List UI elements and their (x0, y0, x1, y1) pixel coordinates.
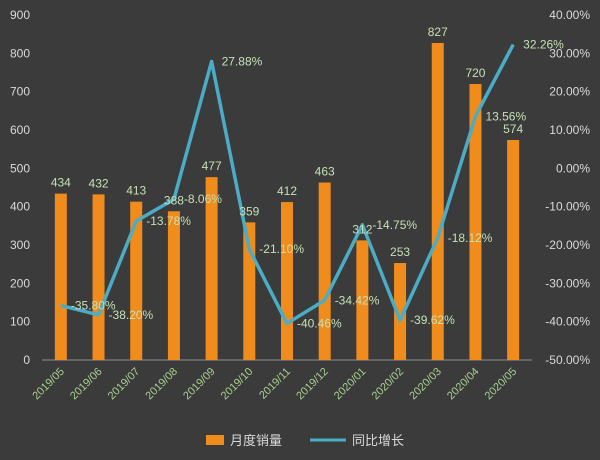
line-point (437, 237, 439, 239)
right-tick-label: -10.00% (545, 200, 590, 214)
right-tick-label: 40.00% (549, 8, 590, 22)
right-tick-label: -20.00% (545, 238, 590, 252)
left-tick-label: 100 (10, 315, 30, 329)
bar (469, 84, 482, 360)
line-point (324, 299, 326, 301)
left-tick-label: 200 (10, 276, 30, 290)
left-tick-label: 0 (23, 353, 30, 367)
line-point (248, 248, 250, 250)
left-tick-label: 300 (10, 238, 30, 252)
line-point (399, 319, 401, 321)
right-tick-label: 30.00% (549, 46, 590, 60)
bar-value-label: 312 (352, 222, 372, 236)
line-value-label: -39.62% (410, 313, 455, 327)
line-point (474, 115, 476, 117)
line-data-labels: -35.80%-38.20% -13.78% -8.06% 27.88% -21.10%… (71, 38, 564, 331)
line-value-label: -8.06% (184, 192, 222, 206)
bar-value-label: 388 (164, 193, 184, 207)
bar (318, 182, 331, 360)
bar (130, 201, 143, 360)
left-tick-label: 800 (10, 46, 30, 60)
legend-label-line: 同比增长 (352, 434, 404, 449)
line-point (211, 60, 213, 62)
left-tick-label: 400 (10, 200, 30, 214)
right-tick-label: 10.00% (549, 123, 590, 137)
line-point (98, 314, 100, 316)
bar-value-label: 359 (239, 204, 259, 218)
left-tick-label: 900 (10, 8, 30, 22)
bar (281, 202, 293, 360)
bar-value-label: 253 (390, 245, 410, 259)
right-tick-label: 0.00% (556, 161, 590, 175)
right-tick-label: -40.00% (545, 315, 590, 329)
x-tick-label: 2019/06 (68, 366, 105, 403)
line-value-label: 13.56% (485, 109, 526, 123)
x-tick-label: 2019/08 (143, 366, 180, 403)
right-tick-label: -30.00% (545, 276, 590, 290)
legend: 月度销量 同比增长 (206, 433, 404, 449)
bar-data-labels: 434 432 413 388 477 359 412 463 312 253 827 720 574 (51, 25, 524, 259)
left-tick-label: 600 (10, 123, 30, 137)
x-tick-label: 2020/04 (445, 366, 482, 403)
line-point (286, 322, 288, 324)
x-tick-label: 2019/05 (30, 366, 67, 403)
x-tick-label: 2020/03 (407, 366, 444, 403)
line-value-label: -21.10% (259, 242, 304, 256)
right-axis-ticks: -50.00% -40.00% -30.00% -20.00% -10.00% 0.00%… (545, 8, 590, 367)
left-tick-label: 500 (10, 161, 30, 175)
legend-label-bar: 月度销量 (230, 433, 282, 449)
bar-value-label: 463 (315, 165, 335, 179)
left-tick-label: 700 (10, 85, 30, 99)
x-tick-label: 2019/10 (219, 366, 256, 403)
line-point (512, 44, 514, 46)
line-point (135, 220, 137, 222)
line-point (361, 224, 363, 226)
bar (167, 211, 180, 360)
x-tick-label: 2020/02 (370, 366, 407, 403)
line-point (60, 305, 62, 307)
bar-value-label: 412 (277, 184, 297, 198)
bar-value-label: 574 (503, 122, 523, 136)
line-value-label: -18.12% (448, 231, 493, 245)
line-value-label: -14.75% (372, 218, 417, 232)
line-value-label: -40.46% (297, 316, 342, 330)
line-value-label: -34.42% (335, 293, 380, 307)
x-tick-label: 2019/09 (181, 366, 218, 403)
legend-swatch-bar (206, 435, 224, 445)
bar (394, 263, 407, 360)
bar-value-label: 720 (465, 66, 485, 80)
right-tick-label: -50.00% (545, 353, 590, 367)
right-tick-label: 20.00% (549, 85, 590, 99)
bar-value-label: 413 (126, 184, 146, 198)
x-tick-label: 2019/12 (294, 366, 331, 403)
x-tick-label: 2020/05 (483, 366, 520, 403)
line-value-label: 27.88% (222, 54, 263, 68)
line-value-label: 32.26% (523, 38, 564, 52)
line-value-label: -13.78% (146, 214, 191, 228)
line-value-label: -38.20% (109, 308, 154, 322)
line-point (173, 198, 175, 200)
line-series (60, 43, 515, 326)
line-value-label: -35.80% (71, 299, 116, 313)
bar (54, 193, 67, 360)
bar-series (54, 42, 520, 360)
bar (431, 42, 444, 360)
bar (92, 194, 105, 360)
x-tick-label: 2019/11 (257, 366, 293, 402)
x-tick-label: 2019/07 (106, 366, 143, 403)
x-axis-ticks: 2019/05 2019/06 2019/07 2019/08 2019/09 2019/… (30, 366, 519, 403)
bar-value-label: 434 (51, 176, 71, 190)
bar (507, 139, 520, 360)
bar (205, 177, 218, 360)
bar-value-label: 477 (202, 159, 222, 173)
x-tick-label: 2020/01 (332, 366, 369, 403)
bar-value-label: 827 (428, 25, 448, 39)
bar (356, 240, 369, 360)
bar-value-label: 432 (89, 176, 109, 190)
left-axis-ticks: 0 100 200 300 400 500 600 700 800 900 (10, 8, 532, 367)
